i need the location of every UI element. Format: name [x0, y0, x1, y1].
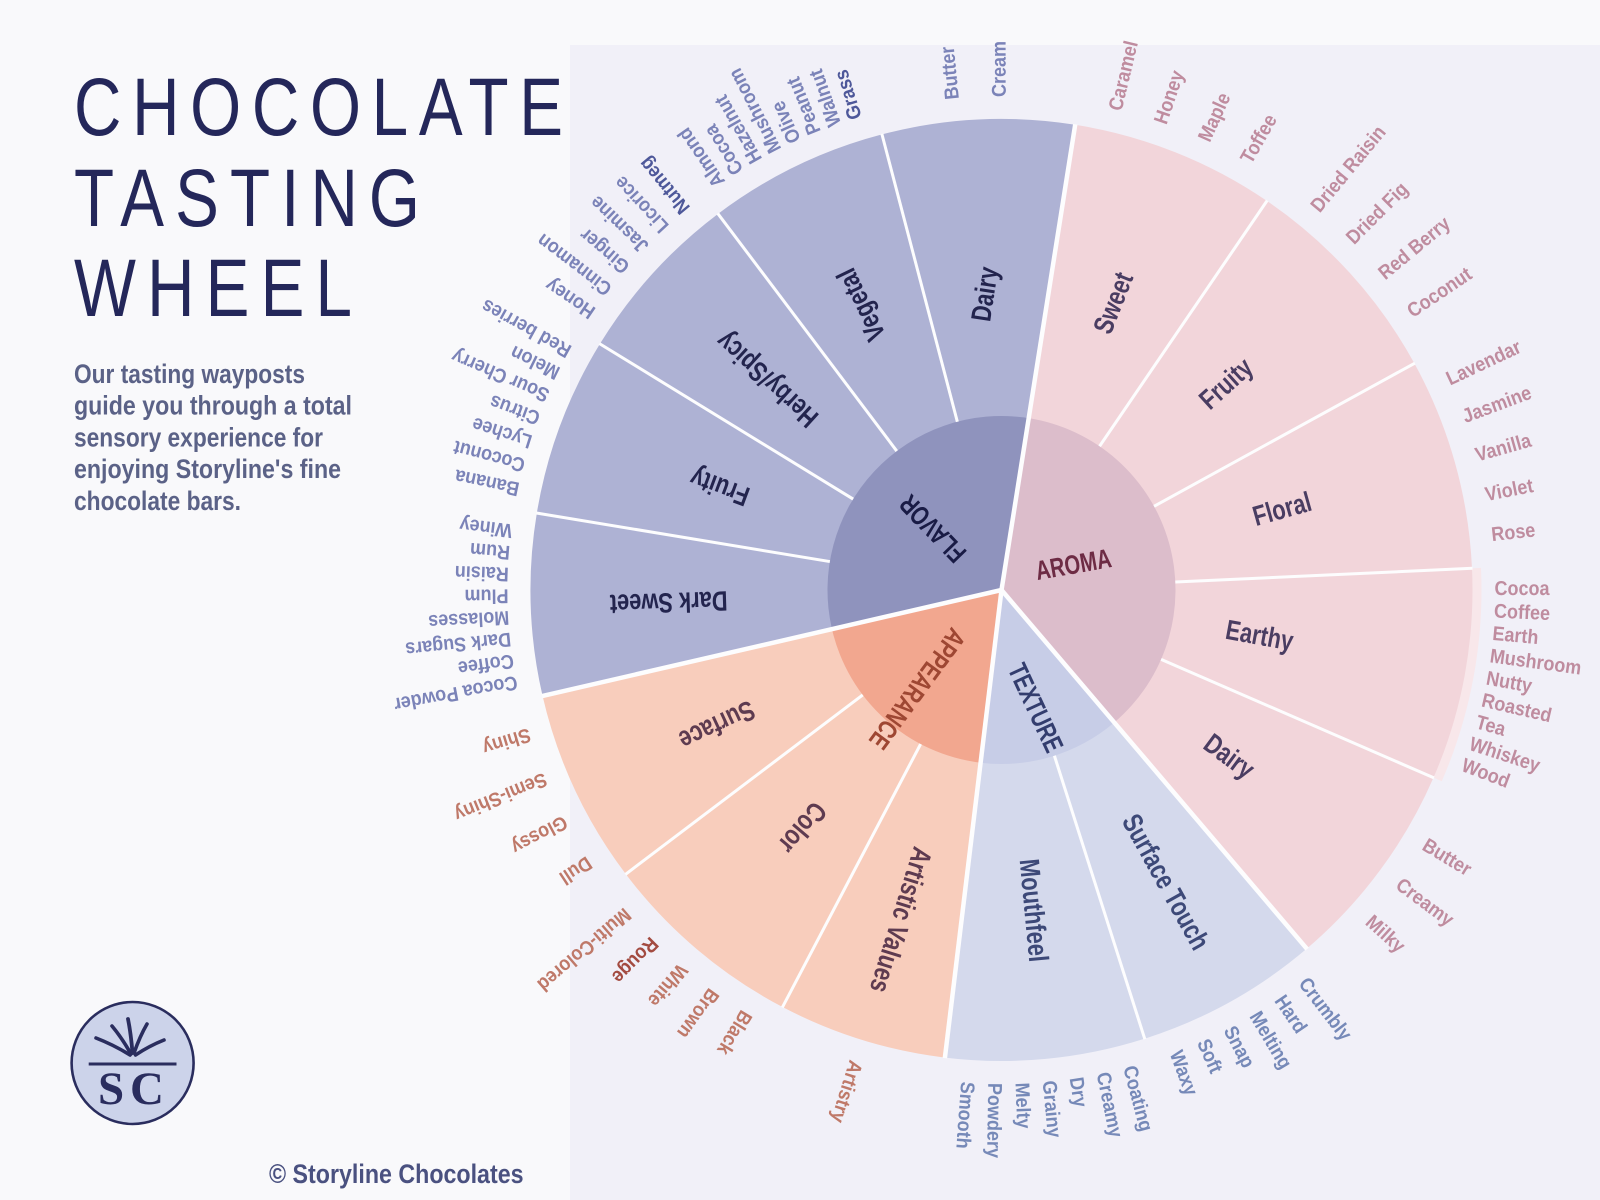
svg-text:Grainy: Grainy	[1038, 1080, 1065, 1140]
svg-text:Earth: Earth	[1492, 623, 1540, 649]
svg-text:Cocoa Powder: Cocoa Powder	[392, 671, 519, 716]
svg-text:Coffee: Coffee	[1494, 601, 1551, 625]
svg-text:Smooth: Smooth	[951, 1081, 978, 1149]
svg-text:Powdery: Powdery	[982, 1083, 1005, 1159]
svg-text:Semi-Shiny: Semi-Shiny	[450, 768, 550, 826]
svg-text:Rose: Rose	[1490, 519, 1536, 546]
svg-text:Dark Sweet: Dark Sweet	[609, 585, 728, 620]
svg-text:Cocoa: Cocoa	[1494, 578, 1550, 600]
svg-text:Dry: Dry	[1065, 1076, 1091, 1110]
svg-text:© Storyline Chocolates: © Storyline Chocolates	[269, 1159, 524, 1189]
svg-text:Cream: Cream	[989, 41, 1011, 97]
svg-text:Our tasting wayposts: Our tasting wayposts	[74, 359, 305, 389]
svg-text:Winey: Winey	[458, 513, 514, 541]
svg-text:Glossy: Glossy	[507, 811, 571, 859]
svg-text:guide you through a total: guide you through a total	[74, 391, 352, 421]
svg-text:Rum: Rum	[469, 538, 511, 563]
svg-text:Butter: Butter	[937, 45, 964, 100]
svg-text:Melty: Melty	[1010, 1082, 1034, 1130]
svg-text:Raisin: Raisin	[454, 561, 509, 585]
svg-text:WHEEL: WHEEL	[74, 242, 363, 334]
svg-text:chocolate bars.: chocolate bars.	[74, 486, 241, 516]
svg-text:sensory experience for: sensory experience for	[74, 422, 323, 452]
svg-text:Molasses: Molasses	[428, 606, 510, 632]
svg-text:CHOCOLATE: CHOCOLATE	[74, 61, 574, 153]
svg-text:TASTING: TASTING	[74, 152, 431, 244]
svg-text:SC: SC	[98, 1063, 164, 1115]
svg-text:Shiny: Shiny	[479, 723, 533, 759]
svg-text:enjoying Storyline's fine: enjoying Storyline's fine	[74, 454, 341, 484]
svg-text:Plum: Plum	[464, 584, 508, 606]
